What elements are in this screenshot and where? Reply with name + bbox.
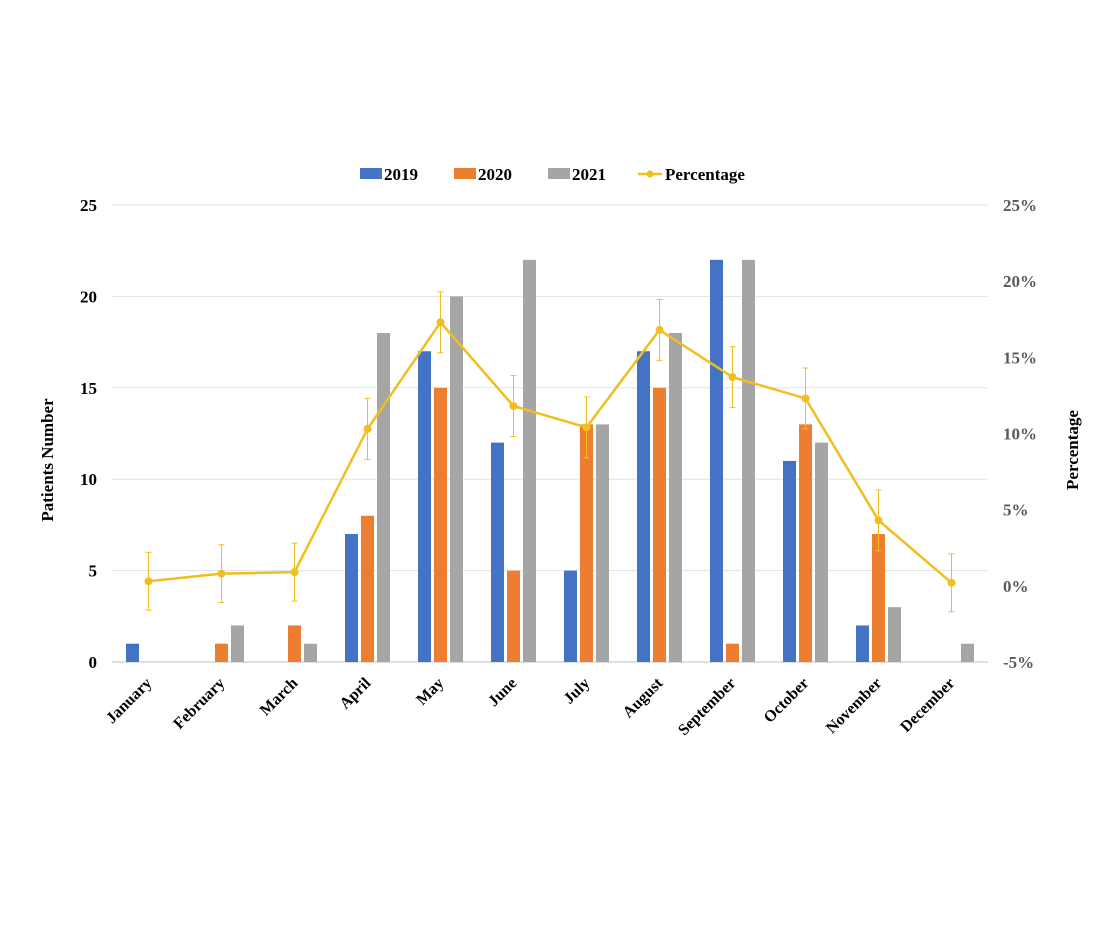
bar-2020 [872,534,885,662]
y-tick-label: 25 [80,196,97,215]
x-tick-label: March [257,675,302,720]
y2-tick-label: 15% [1003,348,1037,367]
x-tick-label: December [897,675,958,736]
percentage-point [947,578,956,587]
bar-2019 [783,460,796,662]
y2-tick-label: 25% [1003,196,1037,215]
y2-tick-label: 5% [1003,501,1029,520]
y-tick-label: 0 [89,653,98,672]
percentage-point [509,402,518,411]
bar-2021 [523,259,536,662]
percentage-point [144,577,153,586]
x-tick-label: September [675,675,739,739]
bar-2019 [637,351,650,662]
legend-swatch-2020 [454,168,476,179]
bar-2020 [580,424,593,662]
x-tick-label: October [761,675,813,727]
percentage-point [363,424,372,433]
gridlines [112,204,988,663]
percentage-line [144,291,956,613]
percentage-point [436,318,445,327]
x-tick-label: January [103,675,155,727]
legend-label-2020: 2020 [478,165,512,184]
x-tick-label: August [620,674,667,721]
bar-2020 [215,643,228,662]
bar-2020 [288,625,301,662]
bar-2020 [361,515,374,662]
legend-label-percentage: Percentage [665,165,745,184]
y-tick-label: 5 [89,562,98,581]
y-tick-label: 20 [80,287,97,306]
x-tick-label: February [170,675,228,733]
bar-2019 [564,570,577,662]
bar-2021 [304,643,317,662]
bar-2020 [434,387,447,662]
bar-2019 [710,259,723,662]
bar-2020 [726,643,739,662]
bar-2019 [345,534,358,662]
y2-tick-label: 0% [1003,577,1029,596]
bar-2021 [231,625,244,662]
bar-2021 [450,296,463,662]
bars [126,259,974,662]
x-tick-label: July [561,675,594,708]
legend-label-2019: 2019 [384,165,418,184]
y2-tick-label: 20% [1003,272,1037,291]
bar-2021 [742,259,755,662]
y-axis-label: Patients Number [38,398,57,522]
bar-2021 [377,332,390,662]
bar-2021 [961,643,974,662]
percentage-point [582,423,591,432]
bar-2019 [856,625,869,662]
percentage-point [290,568,299,577]
y2-tick-label: 10% [1003,425,1037,444]
percentage-point [874,516,883,525]
x-tick-label: May [413,675,447,709]
legend-label-2021: 2021 [572,165,606,184]
x-tick-label: June [485,675,520,710]
bar-2020 [653,387,666,662]
percentage-point [217,569,226,578]
bar-2021 [669,332,682,662]
y2-tick-label: -5% [1003,653,1034,672]
y-tick-label: 10 [80,470,97,489]
bar-2019 [126,643,139,662]
y-tick-label: 15 [80,379,97,398]
percentage-point [655,325,664,334]
y2-axis-label: Percentage [1063,410,1082,490]
percentage-point [728,373,737,382]
legend: 2019 2020 2021 Percentage [360,165,745,184]
bar-2020 [799,424,812,662]
legend-swatch-2019 [360,168,382,179]
percentage-point [801,394,810,403]
legend-swatch-2021 [548,168,570,179]
bar-2021 [888,607,901,662]
bar-2019 [491,442,504,662]
bar-2021 [815,442,828,662]
bar-2020 [507,570,520,662]
percentage-line-path [148,321,953,584]
bar-2019 [418,351,431,662]
bar-2021 [596,424,609,662]
x-tick-label: April [337,674,375,712]
x-tick-label: November [823,675,885,737]
legend-line-marker [646,170,654,178]
